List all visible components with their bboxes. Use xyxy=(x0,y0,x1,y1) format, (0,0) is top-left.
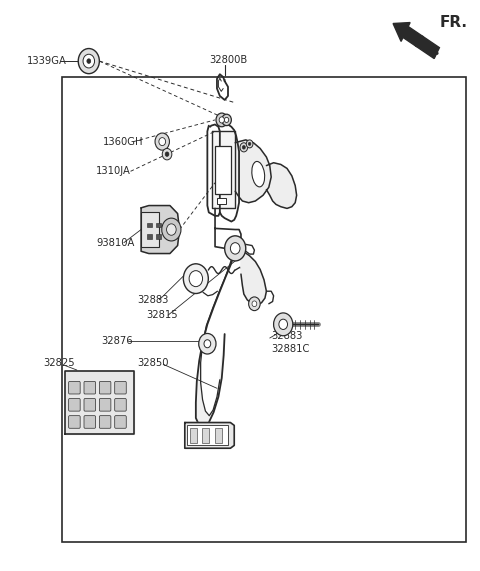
Circle shape xyxy=(78,49,99,74)
FancyBboxPatch shape xyxy=(69,399,80,411)
Circle shape xyxy=(230,243,240,254)
Circle shape xyxy=(242,146,245,149)
Circle shape xyxy=(83,54,95,68)
FancyBboxPatch shape xyxy=(99,416,111,428)
Circle shape xyxy=(155,133,169,150)
Circle shape xyxy=(225,117,229,122)
Text: 32883: 32883 xyxy=(271,331,302,341)
Circle shape xyxy=(165,152,169,156)
Bar xyxy=(141,212,159,247)
Text: 32876: 32876 xyxy=(101,336,132,347)
Text: 1310JA: 1310JA xyxy=(96,166,131,176)
FancyBboxPatch shape xyxy=(115,381,126,394)
Bar xyxy=(215,146,231,194)
Text: 32881C: 32881C xyxy=(271,344,310,355)
Text: 1360GH: 1360GH xyxy=(103,136,144,147)
Circle shape xyxy=(204,340,211,348)
Bar xyxy=(156,234,161,239)
Bar xyxy=(202,428,209,443)
Circle shape xyxy=(162,218,181,241)
Polygon shape xyxy=(185,423,234,448)
Text: 32825: 32825 xyxy=(43,357,75,368)
Circle shape xyxy=(159,138,166,146)
Polygon shape xyxy=(235,140,271,203)
Text: FR.: FR. xyxy=(439,15,467,30)
FancyBboxPatch shape xyxy=(84,399,96,411)
Circle shape xyxy=(222,114,231,126)
FancyBboxPatch shape xyxy=(69,416,80,428)
FancyArrow shape xyxy=(393,22,439,59)
Text: 32850: 32850 xyxy=(137,357,168,368)
Bar xyxy=(62,77,466,542)
Polygon shape xyxy=(212,131,235,208)
FancyBboxPatch shape xyxy=(84,416,96,428)
FancyBboxPatch shape xyxy=(99,399,111,411)
Circle shape xyxy=(162,148,172,160)
Circle shape xyxy=(249,297,260,311)
Circle shape xyxy=(274,313,293,336)
FancyBboxPatch shape xyxy=(115,416,126,428)
Polygon shape xyxy=(141,206,180,254)
Bar xyxy=(215,428,222,443)
Bar xyxy=(147,234,152,239)
Circle shape xyxy=(225,236,246,261)
Circle shape xyxy=(167,224,176,235)
Bar xyxy=(217,198,226,204)
Bar xyxy=(187,425,228,445)
Bar xyxy=(156,223,161,227)
Circle shape xyxy=(87,59,91,63)
FancyBboxPatch shape xyxy=(99,381,111,394)
Text: 32815: 32815 xyxy=(146,310,178,320)
FancyBboxPatch shape xyxy=(69,381,80,394)
Polygon shape xyxy=(196,250,235,427)
Text: 1339GA: 1339GA xyxy=(26,56,66,66)
Circle shape xyxy=(216,113,228,127)
Circle shape xyxy=(183,264,208,293)
Bar xyxy=(190,428,197,443)
FancyBboxPatch shape xyxy=(115,399,126,411)
Bar xyxy=(147,223,152,227)
Ellipse shape xyxy=(252,162,264,187)
Circle shape xyxy=(199,333,216,354)
Polygon shape xyxy=(65,371,134,434)
Circle shape xyxy=(252,301,257,307)
Circle shape xyxy=(240,143,248,152)
Text: 32883: 32883 xyxy=(137,295,168,305)
FancyBboxPatch shape xyxy=(84,381,96,394)
Text: 32800B: 32800B xyxy=(209,55,247,65)
Polygon shape xyxy=(266,163,297,208)
Circle shape xyxy=(189,271,203,287)
Text: 93810A: 93810A xyxy=(96,238,134,248)
Circle shape xyxy=(248,142,251,146)
Circle shape xyxy=(246,140,253,148)
Polygon shape xyxy=(241,251,266,305)
Circle shape xyxy=(279,319,288,329)
Circle shape xyxy=(219,117,224,123)
